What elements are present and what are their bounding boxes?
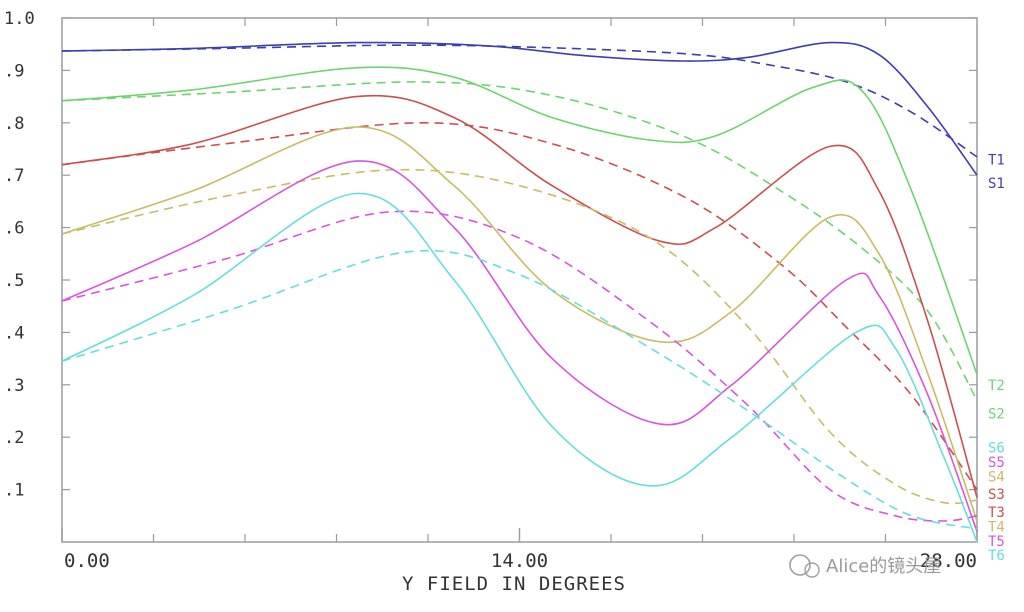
series-layer: [61, 41, 978, 543]
series-label-t1: T1: [988, 152, 1005, 168]
series-line-s6: [61, 249, 978, 530]
series-line-t2: [61, 66, 978, 375]
series-label-s2: S2: [988, 407, 1005, 423]
series-line-t6: [61, 192, 978, 543]
wechat-icon: [789, 554, 811, 576]
series-line-s4: [61, 168, 978, 505]
plot-frame: [61, 17, 978, 543]
y-tick-label: .1: [4, 481, 24, 501]
y-tick-label: .7: [4, 166, 24, 186]
series-label-t3: T3: [988, 505, 1005, 521]
wechat-icon-inner: [804, 562, 820, 578]
y-tick-label: .5: [4, 271, 24, 291]
series-line-t5: [61, 160, 978, 532]
y-tick-label: 1.0: [4, 9, 35, 29]
series-label-t6: T6: [988, 548, 1005, 564]
series-line-t4: [61, 126, 978, 522]
y-tick-label: .2: [4, 428, 24, 448]
x-tick-label: 28.00: [920, 550, 977, 572]
watermark-text: Alice的镜头屋: [826, 556, 941, 577]
watermark: Alice的镜头屋: [789, 554, 941, 578]
series-label-s5: S5: [988, 455, 1005, 471]
series-label-s6: S6: [988, 441, 1005, 457]
y-tick-label: .6: [4, 219, 24, 239]
series-line-s2: [61, 81, 978, 401]
series-label-s3: S3: [988, 487, 1005, 503]
series-line-s5: [61, 210, 978, 522]
series-line-t3: [61, 94, 978, 498]
x-axis-label: Y FIELD IN DEGREES: [402, 573, 626, 595]
y-tick-label: .9: [4, 61, 24, 81]
series-label-s1: S1: [988, 176, 1005, 192]
y-tick-label: .8: [4, 114, 24, 134]
series-label-t2: T2: [988, 378, 1005, 394]
series-label-t4: T4: [988, 519, 1005, 535]
x-tick-label: 0.00: [64, 550, 110, 572]
series-line-t1: [61, 41, 978, 176]
series-line-s3: [61, 121, 978, 491]
series-label-s4: S4: [988, 470, 1005, 486]
series-label-t5: T5: [988, 534, 1005, 550]
y-tick-label: .4: [4, 323, 24, 343]
y-tick-label: .3: [4, 376, 24, 396]
axes-layer: 1.0 .9 .8 .7 .6 .5 .4 .3 .2 .1 0.00 14.00 28.00: [4, 9, 978, 572]
x-tick-label: 14.00: [491, 550, 548, 572]
series-line-s1: [61, 44, 978, 158]
